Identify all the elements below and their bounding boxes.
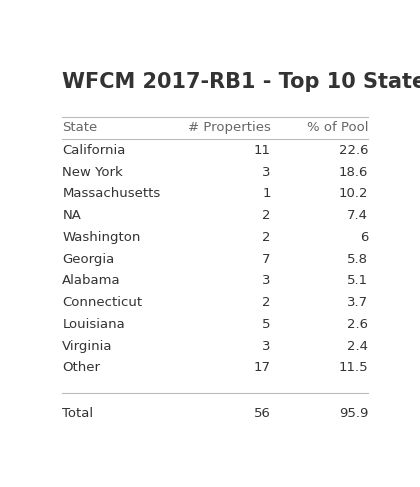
Text: New York: New York — [62, 166, 123, 179]
Text: 2: 2 — [262, 209, 270, 222]
Text: 2.6: 2.6 — [347, 318, 368, 331]
Text: 3: 3 — [262, 339, 270, 353]
Text: % of Pool: % of Pool — [307, 121, 368, 134]
Text: Washington: Washington — [62, 231, 141, 244]
Text: Total: Total — [62, 408, 93, 420]
Text: 5.8: 5.8 — [347, 253, 368, 265]
Text: 95.9: 95.9 — [339, 408, 368, 420]
Text: 2: 2 — [262, 231, 270, 244]
Text: State: State — [62, 121, 97, 134]
Text: California: California — [62, 144, 126, 157]
Text: 11: 11 — [254, 144, 270, 157]
Text: Alabama: Alabama — [62, 274, 121, 287]
Text: # Properties: # Properties — [188, 121, 270, 134]
Text: 3: 3 — [262, 274, 270, 287]
Text: 5: 5 — [262, 318, 270, 331]
Text: WFCM 2017-RB1 - Top 10 States: WFCM 2017-RB1 - Top 10 States — [62, 72, 420, 92]
Text: Georgia: Georgia — [62, 253, 115, 265]
Text: 2: 2 — [262, 296, 270, 309]
Text: 2.4: 2.4 — [347, 339, 368, 353]
Text: 18.6: 18.6 — [339, 166, 368, 179]
Text: 7: 7 — [262, 253, 270, 265]
Text: 7.4: 7.4 — [347, 209, 368, 222]
Text: 11.5: 11.5 — [339, 361, 368, 375]
Text: 3: 3 — [262, 166, 270, 179]
Text: 17: 17 — [254, 361, 270, 375]
Text: 3.7: 3.7 — [347, 296, 368, 309]
Text: 10.2: 10.2 — [339, 187, 368, 200]
Text: Other: Other — [62, 361, 100, 375]
Text: Virginia: Virginia — [62, 339, 113, 353]
Text: 6: 6 — [360, 231, 368, 244]
Text: 56: 56 — [254, 408, 270, 420]
Text: 5.1: 5.1 — [347, 274, 368, 287]
Text: Connecticut: Connecticut — [62, 296, 142, 309]
Text: 22.6: 22.6 — [339, 144, 368, 157]
Text: Louisiana: Louisiana — [62, 318, 125, 331]
Text: Massachusetts: Massachusetts — [62, 187, 160, 200]
Text: 1: 1 — [262, 187, 270, 200]
Text: NA: NA — [62, 209, 81, 222]
